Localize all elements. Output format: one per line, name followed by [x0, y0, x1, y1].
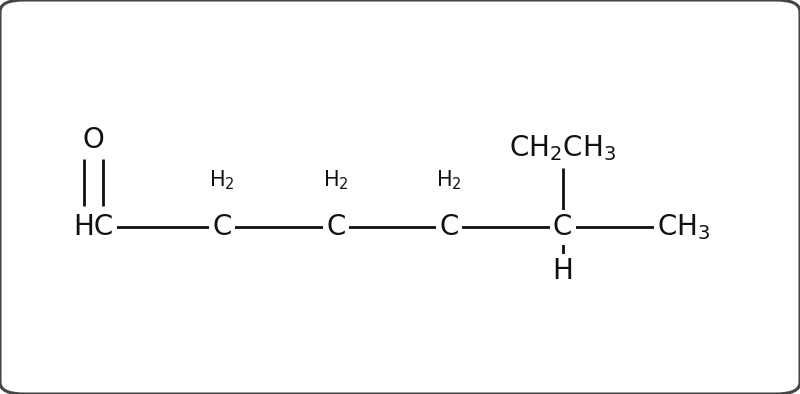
Text: CH$_2$CH$_3$: CH$_2$CH$_3$: [509, 133, 616, 163]
Text: C: C: [439, 213, 459, 241]
Text: O: O: [82, 126, 105, 154]
Text: H$_2$: H$_2$: [322, 169, 349, 192]
Text: H: H: [552, 257, 573, 285]
Text: C: C: [213, 213, 232, 241]
Text: CH$_3$: CH$_3$: [657, 212, 710, 242]
Text: H$_2$: H$_2$: [210, 169, 235, 192]
Text: C: C: [326, 213, 346, 241]
Text: H$_2$: H$_2$: [436, 169, 462, 192]
Text: HC: HC: [74, 213, 114, 241]
Text: C: C: [553, 213, 572, 241]
